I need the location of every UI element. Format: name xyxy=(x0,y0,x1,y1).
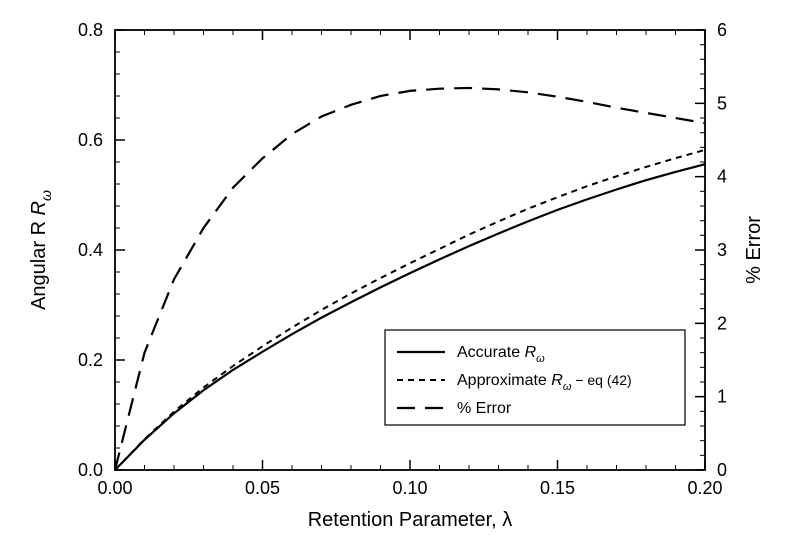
svg-text:0: 0 xyxy=(717,460,727,480)
svg-text:5: 5 xyxy=(717,93,727,113)
series-approximate xyxy=(115,150,705,470)
line-chart: 0.000.050.100.150.20Retention Parameter,… xyxy=(0,0,800,546)
legend-item-percent_error: % Error xyxy=(457,400,512,417)
y-left-axis-label: Angular R Rω xyxy=(28,190,54,310)
x-axis-label: Retention Parameter, λ xyxy=(308,509,513,531)
svg-text:4: 4 xyxy=(717,167,727,187)
svg-text:0.0: 0.0 xyxy=(78,460,103,480)
series-accurate xyxy=(115,164,705,470)
svg-text:2: 2 xyxy=(717,313,727,333)
svg-text:0.8: 0.8 xyxy=(78,20,103,40)
svg-text:3: 3 xyxy=(717,240,727,260)
plot-area xyxy=(115,30,705,470)
svg-text:6: 6 xyxy=(717,20,727,40)
svg-text:0.20: 0.20 xyxy=(687,478,722,498)
svg-text:% Error: % Error xyxy=(743,216,765,284)
chart-container: 0.000.050.100.150.20Retention Parameter,… xyxy=(0,0,800,546)
svg-text:0.2: 0.2 xyxy=(78,350,103,370)
svg-text:Angular R Rω: Angular R Rω xyxy=(28,190,54,310)
svg-text:1: 1 xyxy=(717,387,727,407)
svg-text:0.6: 0.6 xyxy=(78,130,103,150)
svg-text:0.00: 0.00 xyxy=(97,478,132,498)
svg-text:0.15: 0.15 xyxy=(540,478,575,498)
series-percent_error xyxy=(115,88,705,470)
legend-item-approximate: Approximate Rω − eq (42) xyxy=(457,372,632,393)
y-right-axis-label: % Error xyxy=(743,216,765,284)
svg-text:0.05: 0.05 xyxy=(245,478,280,498)
legend-item-accurate: Accurate Rω xyxy=(457,344,545,365)
svg-text:0.10: 0.10 xyxy=(392,478,427,498)
svg-text:0.4: 0.4 xyxy=(78,240,103,260)
